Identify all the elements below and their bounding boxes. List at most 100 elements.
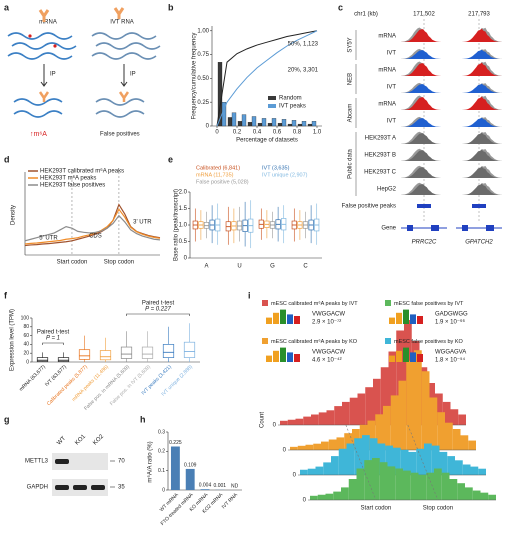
bar: [311, 121, 317, 127]
legend-label: IVT peaks: [279, 104, 306, 110]
arrow: [120, 64, 128, 87]
row-label: METTL3: [25, 459, 49, 465]
annotation-p: P = 0.227: [145, 307, 171, 313]
y-tick-label: 100: [21, 315, 30, 321]
bar: [410, 472, 419, 500]
bar: [271, 118, 277, 127]
bar: [465, 487, 473, 500]
logo-letter: [280, 347, 286, 362]
y-tick-label: 0: [293, 473, 297, 479]
bar: [237, 121, 243, 127]
rna-strands: [7, 32, 77, 60]
logo-letter: [287, 314, 293, 324]
bar: [439, 451, 448, 475]
value-label: ND: [231, 483, 239, 489]
bar: [348, 479, 357, 500]
bar: [395, 468, 403, 500]
legend-label: Random: [279, 96, 302, 102]
bar: [418, 474, 427, 500]
bar: [277, 122, 283, 127]
y-tick-label: 80: [23, 324, 29, 330]
coverage: [401, 97, 447, 110]
bar: [333, 491, 341, 500]
bar: [287, 123, 293, 127]
logo-letter: [417, 354, 423, 362]
bar: [301, 121, 307, 127]
panel-label: f: [4, 290, 8, 300]
value-label: 0.001: [214, 483, 227, 489]
bar: [468, 440, 476, 450]
bar: [185, 468, 195, 490]
bar: [380, 367, 389, 425]
legend-label: mESC false positives by IVT: [394, 301, 464, 307]
bar: [442, 401, 451, 425]
bar: [450, 409, 459, 425]
panel-a: mRNA IVT RNA IP IP ↑m⁶A False positives: [7, 7, 161, 138]
group-label: Abcam: [348, 104, 354, 123]
exon: [431, 225, 439, 231]
box: [99, 350, 112, 361]
y-axis-label: Expression level (TPM): [10, 309, 16, 371]
y-axis-label: Density: [11, 205, 17, 225]
coverage: [456, 28, 502, 42]
bar: [421, 371, 430, 450]
x-tick-label: Stop codon: [423, 506, 453, 512]
box: [162, 344, 175, 358]
coverage: [456, 83, 502, 93]
y-axis-label: Count: [260, 412, 266, 428]
bar: [291, 120, 297, 127]
annotation: 20%, 3,301: [288, 68, 319, 74]
bar: [441, 472, 450, 500]
coverage: [401, 84, 447, 93]
logo-letter: [396, 312, 402, 324]
bar: [373, 378, 381, 425]
x-tick-label: mRNA (63,677): [18, 364, 47, 393]
bar: [388, 351, 397, 425]
panel-label: g: [4, 414, 10, 424]
coverage: [401, 118, 447, 127]
bar: [460, 435, 469, 450]
bar: [488, 494, 496, 500]
bar: [321, 441, 329, 450]
ip-strands: [13, 98, 63, 118]
bar: [375, 414, 383, 450]
coverage: [456, 117, 502, 127]
bar: [297, 445, 306, 450]
marker: 70: [118, 459, 125, 465]
y-tick-label: 1.00: [197, 28, 209, 34]
logo-letter: [389, 355, 395, 362]
exon: [462, 225, 468, 231]
bar: [372, 458, 380, 500]
bar: [307, 123, 313, 127]
y-tick-label: 1.5: [179, 206, 188, 212]
bar: [280, 420, 288, 425]
bar: [342, 401, 350, 425]
bar: [367, 420, 376, 450]
box: [57, 357, 70, 362]
x-tick-label: Start codon: [57, 260, 88, 266]
x-tick-label: IVT RNA: [221, 492, 240, 511]
legend-label: mESC calibrated m⁶A peaks by KO: [271, 338, 358, 345]
bar: [307, 468, 316, 475]
logo-letter: [389, 317, 395, 324]
legend-swatch: [268, 96, 276, 100]
bar: [344, 433, 352, 450]
a-left-result: ↑m⁶A: [30, 131, 47, 138]
axis-label: chr1 (kb): [354, 12, 378, 18]
blot: [52, 453, 108, 470]
legend-swatch: [262, 300, 268, 306]
bar: [281, 119, 287, 127]
group-label: SY5Y: [348, 37, 354, 52]
bar: [445, 422, 453, 450]
bar: [480, 492, 489, 500]
motif: GADGWGG: [435, 312, 468, 318]
y-tick-label: 40: [23, 342, 29, 348]
bar: [331, 456, 339, 475]
coverage: [456, 132, 502, 144]
bar: [458, 414, 466, 425]
y-tick-label: 0: [162, 487, 165, 493]
bar: [437, 412, 445, 450]
bar: [318, 412, 327, 425]
y-axis-label: m⁶A/A ratio (%): [147, 441, 154, 482]
